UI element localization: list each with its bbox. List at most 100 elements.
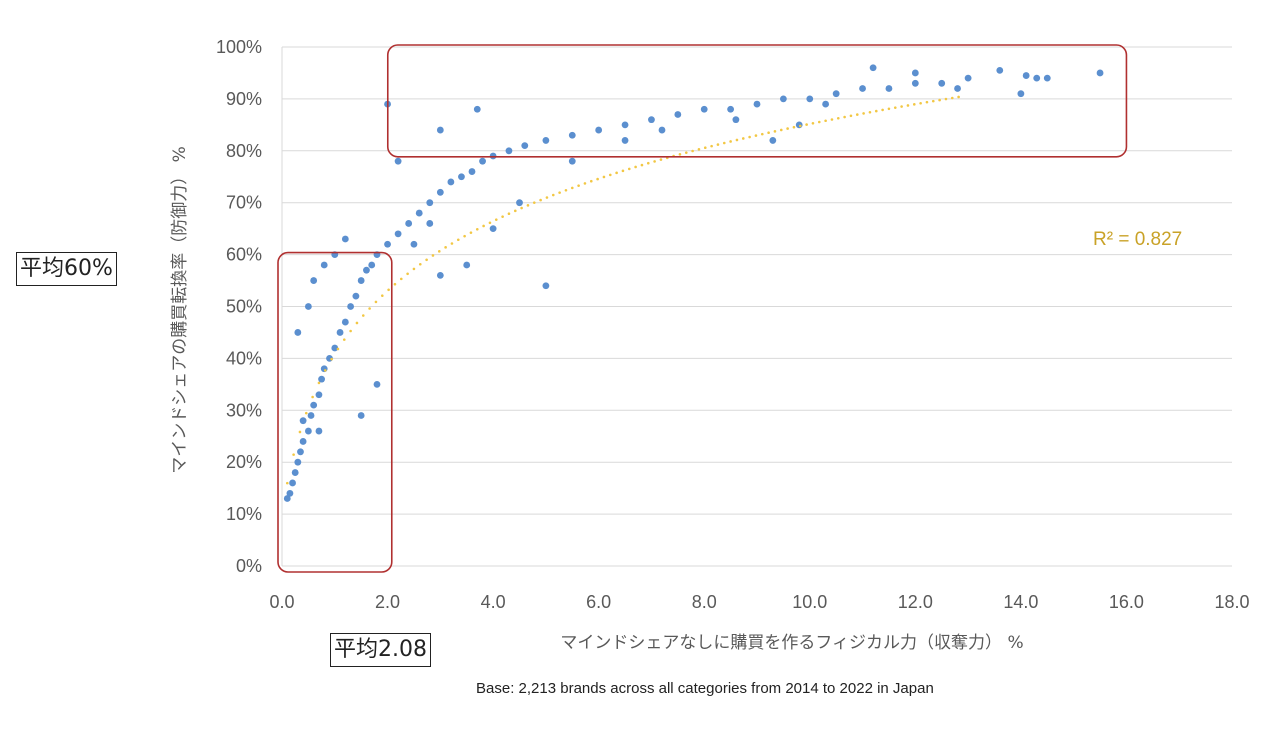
x-tick-label: 2.0 — [375, 592, 400, 612]
trendline-dot — [463, 234, 466, 238]
data-point — [436, 271, 444, 279]
trendline-dot — [374, 300, 378, 304]
data-point — [320, 261, 328, 269]
trendline-dot — [355, 321, 359, 325]
trendline-dot — [317, 381, 321, 385]
data-point — [473, 105, 481, 113]
trendline-dot — [887, 107, 891, 111]
trendline-dot — [729, 140, 732, 143]
y-tick-label: 30% — [226, 400, 262, 420]
trendline-dot — [539, 198, 542, 202]
y-tick-label: 10% — [226, 504, 262, 524]
trendline-dot — [646, 161, 650, 165]
data-point — [426, 199, 434, 207]
trendline-dot — [323, 369, 327, 372]
data-point — [954, 85, 961, 92]
data-point — [283, 495, 291, 502]
trendline-dot — [380, 294, 384, 297]
data-point — [911, 79, 919, 87]
data-point — [938, 79, 946, 87]
data-point — [415, 209, 423, 217]
x-tick-label: 0.0 — [269, 592, 294, 612]
trendline-dot — [456, 238, 460, 242]
data-point — [795, 121, 803, 129]
x-tick-label: 4.0 — [481, 592, 506, 612]
data-point — [436, 126, 444, 134]
trendline-dot — [703, 146, 707, 150]
y-tick-label: 80% — [226, 141, 262, 161]
data-point — [289, 479, 296, 487]
data-point — [595, 126, 603, 134]
trendline-dot — [830, 118, 834, 121]
data-point — [336, 329, 344, 336]
data-point — [516, 199, 523, 207]
data-point — [410, 240, 418, 248]
data-point — [1096, 69, 1104, 77]
trendline-dot — [412, 267, 416, 271]
average-y-callout: 平均60% — [16, 252, 117, 286]
data-point — [341, 235, 349, 243]
trendline-dot — [716, 143, 720, 146]
y-tick-label: 60% — [226, 245, 262, 265]
data-point — [806, 95, 814, 103]
trendline-dot — [627, 167, 631, 171]
trendline-dot — [615, 171, 618, 175]
trendline-dot — [501, 215, 504, 218]
data-point — [996, 66, 1004, 74]
data-point — [304, 303, 312, 310]
trendline-dot — [868, 110, 872, 114]
trendline-dot — [298, 430, 302, 434]
trendline-dot — [874, 109, 878, 113]
data-point — [447, 178, 455, 186]
data-point — [753, 100, 761, 108]
data-point — [489, 152, 497, 160]
trendline-dot — [621, 169, 625, 173]
trendline-dot — [526, 204, 530, 207]
data-point — [468, 168, 476, 175]
data-point — [479, 157, 486, 165]
data-point — [294, 458, 302, 466]
trendline-dot — [919, 101, 922, 105]
trendline-dot — [824, 119, 827, 123]
data-point — [885, 85, 893, 92]
data-point — [505, 147, 513, 155]
data-point — [621, 121, 629, 129]
x-tick-label: 6.0 — [586, 592, 611, 612]
x-tick-label: 16.0 — [1109, 592, 1144, 612]
trendline-dot — [748, 135, 751, 139]
data-point — [357, 277, 365, 284]
x-tick-labels: 0.0 2.0 4.0 6.0 8.0 10.0 12.0 14.0 16.0 18.0 — [269, 592, 1249, 612]
trendline-dot — [418, 262, 422, 266]
trendline-dot — [634, 165, 637, 169]
trendline-dot — [292, 453, 295, 456]
trendline-dot — [304, 411, 308, 415]
data-point — [648, 116, 655, 124]
trendline-dot — [311, 395, 314, 399]
data-point — [542, 282, 550, 290]
trendline-dot — [399, 277, 403, 281]
data-point — [384, 240, 391, 248]
trendline-dot — [798, 124, 802, 128]
trendline-dot — [450, 242, 454, 245]
r-squared-label: R² = 0.827 — [1093, 229, 1182, 250]
trendline-dot — [786, 127, 789, 130]
trendline-dot — [773, 130, 777, 133]
x-axis-title: マインドシェアなしに購買を作るフィジカル力（収奪力） % — [560, 633, 1023, 653]
data-point — [304, 427, 312, 435]
data-point — [779, 95, 787, 103]
y-tick-label: 0% — [236, 556, 262, 576]
trendline-dot — [735, 138, 739, 142]
x-tick-label: 14.0 — [1003, 592, 1038, 612]
highlight-box — [277, 251, 393, 573]
trendline-dot — [425, 258, 428, 262]
trendline-dot — [558, 191, 561, 194]
x-tick-label: 8.0 — [692, 592, 717, 612]
data-point — [521, 142, 529, 150]
y-tick-label: 70% — [226, 193, 262, 213]
trendline-dot — [697, 148, 701, 151]
data-point — [426, 220, 434, 227]
trendline-dot — [792, 125, 796, 129]
data-point — [621, 137, 629, 144]
trendline-dot — [931, 99, 935, 103]
trendline-dot — [444, 246, 447, 249]
